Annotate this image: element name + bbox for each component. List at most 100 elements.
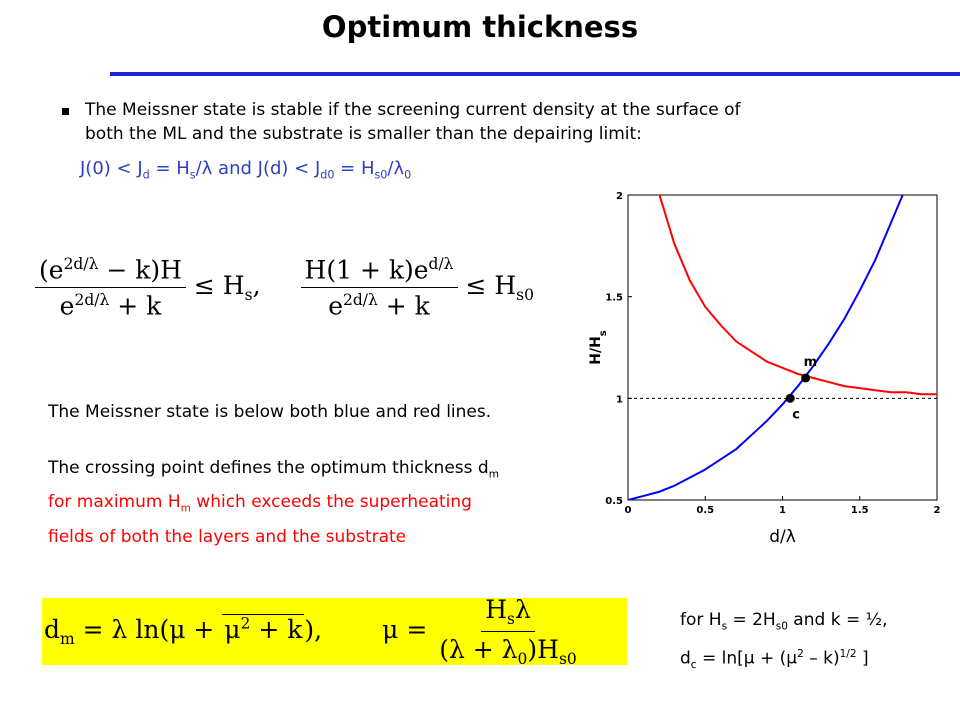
dm-formula: dm = λ ln(μ + μ2 + k), [44,614,323,648]
bullet-marker [62,108,69,115]
condition: J(0) < Jd = Hs/λ and J(d) < Jd0 = Hs0/λ0 [80,158,411,182]
x-tick-label: 0 [625,505,632,516]
numerator: Hsλ [481,595,535,632]
text-run: ≤ H [193,271,245,301]
subscript: s0 [374,168,388,182]
text-run: = λ ln(μ + [74,615,223,645]
y-tick-label: 2 [616,191,623,202]
label-run: H/H [588,336,604,365]
text-run: for H [680,610,722,630]
text-run: The crossing point defines the optimum t… [48,458,489,478]
text-run: + k [109,291,162,321]
mu-lhs: μ = [382,615,428,644]
subscript: m [488,468,499,481]
text-run: (λ + λ [439,635,518,664]
supscript: d/λ [428,255,454,273]
text-run: ] [856,649,869,670]
text-run: d [680,649,691,670]
x-tick-label: 1 [779,505,786,516]
fraction: (e2d/λ − k)H e2d/λ + k [35,255,186,321]
x-tick-label: 1.5 [851,505,869,516]
rhs: ≤ Hs, [193,271,261,304]
text-run: H [485,595,507,624]
subscript: s [244,286,253,305]
supscript: 2d/λ [63,255,99,273]
text-run: − k)H [98,255,182,285]
subscript: 0 [517,650,528,668]
x-tick-label: 0.5 [696,505,714,516]
subscript: s [189,168,196,182]
text-run: e [59,291,75,321]
text-run: /λ [387,158,405,179]
mu-formula: μ = Hsλ (λ + λ0)Hs0 [382,595,581,668]
supscript: 1/2 [839,648,857,661]
text-run: for maximum H [48,492,181,513]
subscript: c [690,659,697,672]
subscript: d0 [320,168,335,182]
supscript: 2d/λ [74,291,110,310]
footnote-line: for Hs = 2Hs0 and k = ½, [680,606,887,640]
text-run: – k) [803,649,840,670]
subscript: 0 [404,168,412,182]
x-axis-label: d/λ [769,527,796,547]
subscript: s [721,620,728,633]
note-line: The Meissner state is below both blue an… [48,398,499,426]
text-run: )H [527,635,559,664]
text-run: The Meissner state is below both blue an… [48,402,492,422]
formula: (e2d/λ − k)H e2d/λ + k ≤ Hs, [35,255,261,321]
note-line: fields of both the layers and the substr… [48,523,499,551]
footnote-line: dc = ln[μ + (μ2 – k)1/2 ] [680,640,887,679]
text-run: ≤ H [465,271,517,301]
text-run: (e [39,255,64,285]
subscript: s [598,330,609,336]
crossing-point [785,393,795,403]
bullet-line: The Meissner state is stable if the scre… [85,100,741,120]
supscript: 2d/λ [342,291,378,310]
text-run: = H [334,158,375,179]
text-run: e [328,291,343,321]
text-run: which exceeds the superheating [190,492,472,513]
text-run: J(0) < J [80,158,143,179]
text-run: /λ and J(d) < J [195,158,321,179]
x-tick-label: 2 [934,505,941,516]
y-axis-label: H/Hs [588,330,609,365]
dm-before: dm = λ ln(μ + [44,615,223,648]
y-tick-label: 1 [616,394,623,405]
text-run: = 2H [727,610,776,630]
text-run: + k [250,615,303,645]
text-run: , [252,271,261,301]
curve [628,195,904,500]
y-tick-label: 1.5 [605,293,623,304]
fraction: H(1 + k)ed/λ e2d/λ + k [300,255,458,321]
rhs: ≤ Hs0 [465,271,534,304]
supscript: 2 [240,614,251,633]
fraction: Hsλ (λ + λ0)Hs0 [435,595,581,668]
supscript: 2 [797,648,804,661]
text-run: μ [224,615,241,645]
text-run: and k = ½, [787,610,888,630]
bullet-text: The Meissner state is stable if the scre… [85,98,740,146]
subscript: m [180,502,191,515]
point-label: c [792,407,800,422]
subscript: s [507,610,515,628]
bullet-line: both the ML and the substrate is smaller… [85,124,642,144]
numerator: (e2d/λ − k)H [35,255,186,289]
result-box: dm = λ ln(μ + μ2 + k), μ = Hsλ (λ + λ0)Hs… [42,595,627,668]
text-run: H(1 + k)e [304,255,429,285]
formula: H(1 + k)ed/λ e2d/λ + k ≤ Hs0 [300,255,534,321]
denominator: e2d/λ + k [56,288,166,320]
denominator: e2d/λ + k [324,288,434,320]
dm-after: ), [304,615,323,645]
text-run: + k [377,291,430,321]
y-tick-label: 0.5 [605,496,623,507]
formulas: (e2d/λ − k)H e2d/λ + k ≤ Hs, H(1 + k)ed/λ… [35,255,534,321]
denominator: (λ + λ0)Hs0 [435,632,581,668]
title-rule [110,72,960,76]
subscript: d [142,168,150,182]
text-run: = ln[μ + (μ [696,649,798,670]
note-line: The crossing point defines the optimum t… [48,454,499,488]
subscript: s0 [558,650,577,668]
title: Optimum thickness [321,10,639,44]
notes: The Meissner state is below both blue an… [48,398,499,551]
